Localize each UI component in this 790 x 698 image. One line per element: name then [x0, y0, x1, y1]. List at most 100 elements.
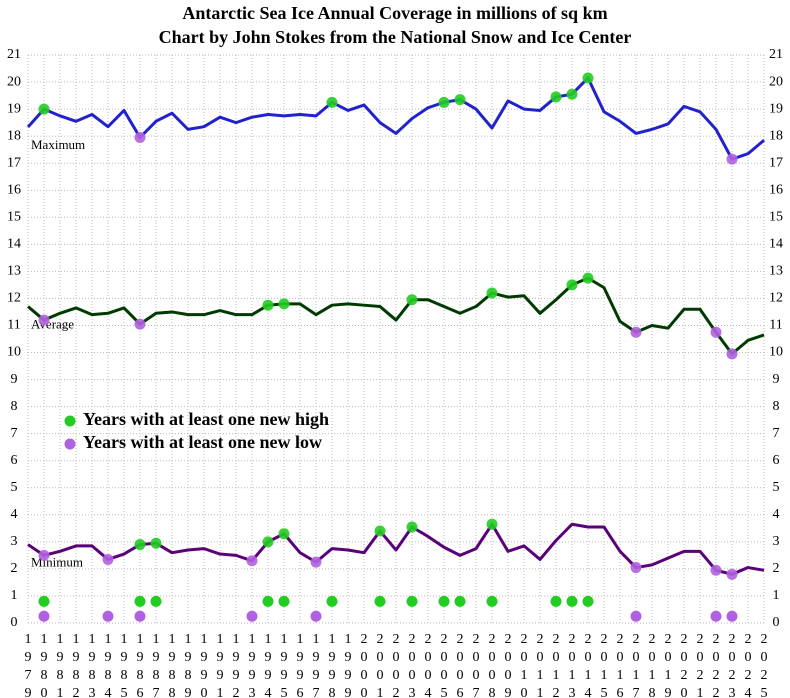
summary-dot	[630, 610, 642, 622]
legend-label: Years with at least one new high	[83, 409, 329, 429]
x-tick-label: 2009	[501, 632, 516, 698]
series-name: Average	[31, 317, 74, 332]
record-marker	[630, 326, 642, 338]
series-line	[26, 76, 765, 161]
summary-dot	[262, 595, 274, 607]
summary-dot	[310, 610, 322, 622]
x-tick-label: 2023	[725, 632, 740, 698]
x-tick-label: 1994	[261, 632, 276, 698]
y-tick-label: 13	[7, 264, 21, 279]
record-marker	[710, 564, 722, 576]
summary-dot	[486, 595, 498, 607]
x-tick-label: 2001	[373, 632, 388, 698]
x-tick-label: 2004	[421, 632, 436, 698]
x-tick-label: 2025	[757, 632, 772, 698]
summary-dot	[134, 610, 146, 622]
y-tick-label: 2	[11, 561, 18, 576]
y2-tick-label: 8	[773, 399, 780, 414]
y-tick-label: 17	[7, 155, 21, 170]
x-tick-label: 1984	[101, 632, 116, 698]
summary-dot	[582, 595, 594, 607]
y-tick-label: 0	[11, 615, 18, 630]
y2-tick-label: 12	[769, 291, 783, 306]
record-marker	[566, 279, 578, 291]
record-marker	[38, 549, 50, 561]
x-tick-label: 2016	[613, 632, 628, 698]
x-tick-label: 1993	[245, 632, 260, 698]
x-tick-label: 1983	[85, 632, 100, 698]
y2-tick-label: 16	[769, 182, 783, 197]
x-tick-label: 1995	[277, 632, 292, 698]
summary-dot	[38, 595, 50, 607]
record-marker	[710, 326, 722, 338]
x-tick-label: 1999	[341, 632, 356, 698]
x-tick-label: 1989	[181, 632, 196, 698]
y2-tick-label: 14	[769, 237, 783, 252]
record-marker	[134, 131, 146, 143]
y-tick-label: 11	[7, 318, 20, 333]
record-marker	[102, 553, 114, 565]
record-marker	[582, 72, 594, 84]
y-tick-label: 21	[7, 47, 21, 62]
record-marker	[134, 539, 146, 551]
x-tick-label: 2000	[357, 632, 372, 698]
y2-tick-label: 5	[773, 480, 780, 495]
y-tick-label: 6	[11, 453, 18, 468]
chart-title: Antarctic Sea Ice Annual Coverage in mil…	[182, 3, 607, 23]
x-tick-label: 2017	[629, 632, 644, 698]
x-tick-label: 2013	[565, 632, 580, 698]
summary-dot	[438, 595, 450, 607]
summary-dot	[326, 595, 338, 607]
y2-tick-label: 11	[769, 318, 782, 333]
x-tick-label: 1982	[69, 632, 84, 698]
y2-tick-label: 20	[769, 74, 783, 89]
summary-dot	[38, 610, 50, 622]
y-tick-label: 14	[7, 237, 21, 252]
record-marker	[486, 287, 498, 299]
y2-tick-label: 21	[769, 47, 783, 62]
x-tick-label: 2018	[645, 632, 660, 698]
series-name: Maximum	[31, 137, 85, 152]
x-tick-label: 2021	[693, 632, 708, 698]
x-tick-label: 2003	[405, 632, 420, 698]
summary-dot	[150, 595, 162, 607]
y-tick-label: 1	[11, 588, 18, 603]
y2-tick-label: 7	[773, 426, 780, 441]
x-tick-label: 2007	[469, 632, 484, 698]
chart-subtitle: Chart by John Stokes from the National S…	[159, 27, 632, 47]
summary-dot	[566, 595, 578, 607]
x-tick-label: 2024	[741, 632, 756, 698]
x-tick-label: 1979	[21, 632, 36, 698]
x-tick-label: 1992	[229, 632, 244, 698]
summary-dot	[246, 610, 258, 622]
summary-dot	[374, 595, 386, 607]
x-tick-label: 1997	[309, 632, 324, 698]
y2-tick-label: 1	[773, 588, 780, 603]
y-tick-label: 8	[11, 399, 18, 414]
x-tick-label: 2019	[661, 632, 676, 698]
record-marker	[38, 103, 50, 115]
y2-tick-label: 0	[773, 615, 780, 630]
record-marker	[134, 318, 146, 330]
record-marker	[630, 562, 642, 574]
y-tick-label: 20	[7, 74, 21, 89]
summary-dot	[710, 610, 722, 622]
record-marker	[326, 96, 338, 108]
x-tick-label: 1991	[213, 632, 228, 698]
x-tick-label: 2012	[549, 632, 564, 698]
record-marker	[454, 94, 466, 106]
record-marker	[278, 528, 290, 540]
x-tick-label: 1990	[197, 632, 212, 698]
x-tick-label: 1998	[325, 632, 340, 698]
x-tick-label: 2022	[709, 632, 724, 698]
record-marker	[406, 294, 418, 306]
y-tick-label: 16	[7, 182, 21, 197]
x-tick-label: 2002	[389, 632, 404, 698]
x-tick-label: 1996	[293, 632, 308, 698]
y-tick-label: 12	[7, 291, 21, 306]
summary-dot	[134, 595, 146, 607]
record-marker	[262, 299, 274, 311]
y-tick-label: 15	[7, 210, 21, 225]
x-tick-label: 2008	[485, 632, 500, 698]
record-marker	[310, 556, 322, 568]
